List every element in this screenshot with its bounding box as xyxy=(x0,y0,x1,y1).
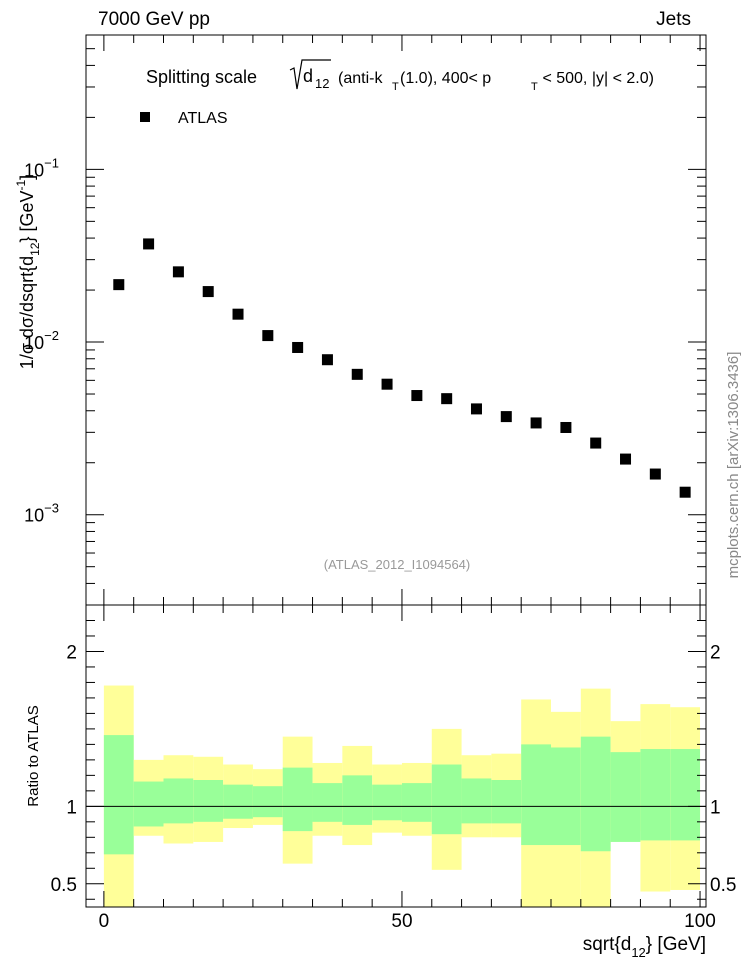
analysis-id: (ATLAS_2012_I1094564) xyxy=(324,557,470,572)
data-point xyxy=(381,378,393,390)
title-radicand-sub: 12 xyxy=(315,76,329,91)
y-tick-label: 10−2 xyxy=(24,328,59,353)
ylabel-pre: 1/σ dσ/dsqrt{d xyxy=(17,256,37,369)
inner-band-bin xyxy=(103,735,134,855)
inner-band-bin xyxy=(342,775,373,825)
title-selection: (anti-k xyxy=(338,70,383,87)
data-point xyxy=(500,411,512,423)
data-points xyxy=(113,238,691,498)
data-point xyxy=(441,393,453,405)
inner-band-bin xyxy=(491,780,522,824)
data-point xyxy=(620,453,632,465)
svg-text:1/σ dσ/dsqrt{d12} [GeV-1]: 1/σ dσ/dsqrt{d12} [GeV-1] xyxy=(14,175,42,369)
data-point xyxy=(202,286,214,298)
ylabel-end: ] xyxy=(17,175,37,180)
ratio-ticks: 0.5 0.5 1 1 2 2 0 50 100 xyxy=(51,604,736,932)
title-selection-end: < 500, |y| < 2.0) xyxy=(538,70,654,87)
data-point xyxy=(321,354,333,366)
inner-band-bin xyxy=(372,784,402,821)
inner-band-bin xyxy=(163,778,194,824)
legend-label-atlas: ATLAS xyxy=(178,110,228,127)
inner-band-bin xyxy=(252,786,283,818)
data-point xyxy=(590,437,602,449)
title-k-sub: T xyxy=(392,81,399,93)
ylabel-sup: -1 xyxy=(14,180,28,191)
x-tick-label: 50 xyxy=(391,911,412,932)
inner-band-bin xyxy=(461,778,492,824)
inner-band-bin xyxy=(431,764,462,835)
data-point xyxy=(470,403,482,415)
xlabel-post: } [GeV] xyxy=(646,934,706,955)
data-point xyxy=(292,341,304,353)
data-point xyxy=(649,468,661,480)
ratio-y-label: Ratio to ATLAS xyxy=(25,705,42,806)
plot-title: Splitting scale d 12 (anti-k T (1.0), 40… xyxy=(146,59,654,93)
data-point xyxy=(679,486,691,498)
svg-text:sqrt{d12} [GeV]: sqrt{d12} [GeV] xyxy=(583,934,706,960)
y-axis-label: 1/σ dσ/dsqrt{d12} [GeV-1] xyxy=(14,175,42,369)
ratio-y-tick-label-left: 0.5 xyxy=(51,875,77,896)
x-tick-label: 100 xyxy=(684,911,716,932)
inner-band-bin xyxy=(133,781,164,827)
y-tick-label: 10−3 xyxy=(24,501,59,526)
ratio-frame xyxy=(85,604,707,908)
inner-band-bin xyxy=(223,784,253,819)
legend-marker-atlas xyxy=(140,112,150,122)
process-label: Jets xyxy=(656,9,691,30)
inner-band-bin xyxy=(610,752,641,842)
data-point xyxy=(351,368,363,380)
ratio-y-tick-label-left: 1 xyxy=(66,797,77,818)
data-point xyxy=(232,308,244,320)
x-axis-label: sqrt{d12} [GeV] xyxy=(583,934,706,960)
data-point xyxy=(172,266,184,278)
xlabel-sub: 12 xyxy=(631,945,645,960)
inner-band-bin xyxy=(670,749,701,841)
ratio-bands xyxy=(103,685,701,907)
main-panel: 10−1 10−2 10−3 Splitting scale d 12 (anti-… xyxy=(24,34,707,606)
y-tick-label: 10−1 xyxy=(24,155,59,180)
inner-band-bin xyxy=(521,744,551,846)
xlabel-pre: sqrt{d xyxy=(583,934,632,955)
title-prefix: Splitting scale xyxy=(146,67,257,87)
inner-band-bin xyxy=(551,747,581,846)
title-selection-mid: (1.0), 400< p xyxy=(400,70,491,87)
data-point xyxy=(113,279,125,291)
data-point xyxy=(530,417,542,429)
data-point xyxy=(262,330,274,342)
ylabel-sub: 12 xyxy=(28,242,42,256)
data-point xyxy=(560,421,572,433)
data-point xyxy=(143,238,155,250)
ratio-y-tick-label-right: 0.5 xyxy=(710,875,736,896)
inner-band-bin xyxy=(312,783,343,822)
inner-band-bin xyxy=(580,736,611,852)
data-point xyxy=(411,390,423,402)
inner-band-bin xyxy=(193,780,224,822)
mcplots-side-label: mcplots.cern.ch [arXiv:1306.3436] xyxy=(725,352,742,579)
main-ticks: 10−1 10−2 10−3 xyxy=(24,35,706,606)
ratio-y-tick-label-left: 2 xyxy=(66,642,77,663)
title-p-sub: T xyxy=(531,81,538,93)
inner-band-bin xyxy=(640,749,671,841)
ylabel-post: } [GeV xyxy=(17,191,37,243)
title-radicand: d xyxy=(303,66,313,86)
x-tick-label: 0 xyxy=(99,911,110,932)
ratio-panel: 0.5 0.5 1 1 2 2 0 50 100 xyxy=(51,604,736,932)
legend: ATLAS xyxy=(140,110,228,127)
inner-band-bin xyxy=(401,783,432,822)
ratio-y-tick-label-right: 2 xyxy=(710,642,721,663)
sqrt-sign-icon xyxy=(289,59,331,90)
ratio-y-tick-label-right: 1 xyxy=(710,797,721,818)
inner-band-bin xyxy=(282,767,313,832)
energy-label: 7000 GeV pp xyxy=(98,9,210,30)
